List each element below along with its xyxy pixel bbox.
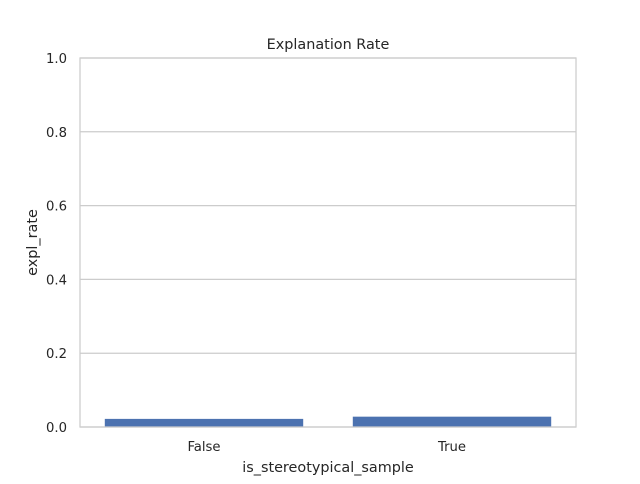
y-tick-label: 0.8 <box>46 126 67 141</box>
x-tick-label: True <box>437 440 466 455</box>
chart-title: Explanation Rate <box>267 37 390 53</box>
grid-lines <box>80 57 576 428</box>
y-tick-label: 0.0 <box>46 421 67 436</box>
bar-true <box>352 416 552 427</box>
bars <box>104 416 552 427</box>
y-tick-label: 0.6 <box>46 200 67 215</box>
y-tick-labels: 0.0 0.2 0.4 0.6 0.8 1.0 <box>46 52 67 436</box>
bar-false <box>104 418 304 427</box>
y-axis-label: expl_rate <box>25 209 41 276</box>
y-tick-label: 0.2 <box>46 347 67 362</box>
x-tick-label: False <box>187 440 220 455</box>
plot-frame <box>79 57 577 428</box>
x-tick-labels: False True <box>187 440 466 455</box>
y-tick-label: 0.4 <box>46 273 67 288</box>
x-axis-label: is_stereotypical_sample <box>242 460 414 476</box>
y-tick-label: 1.0 <box>46 52 67 67</box>
